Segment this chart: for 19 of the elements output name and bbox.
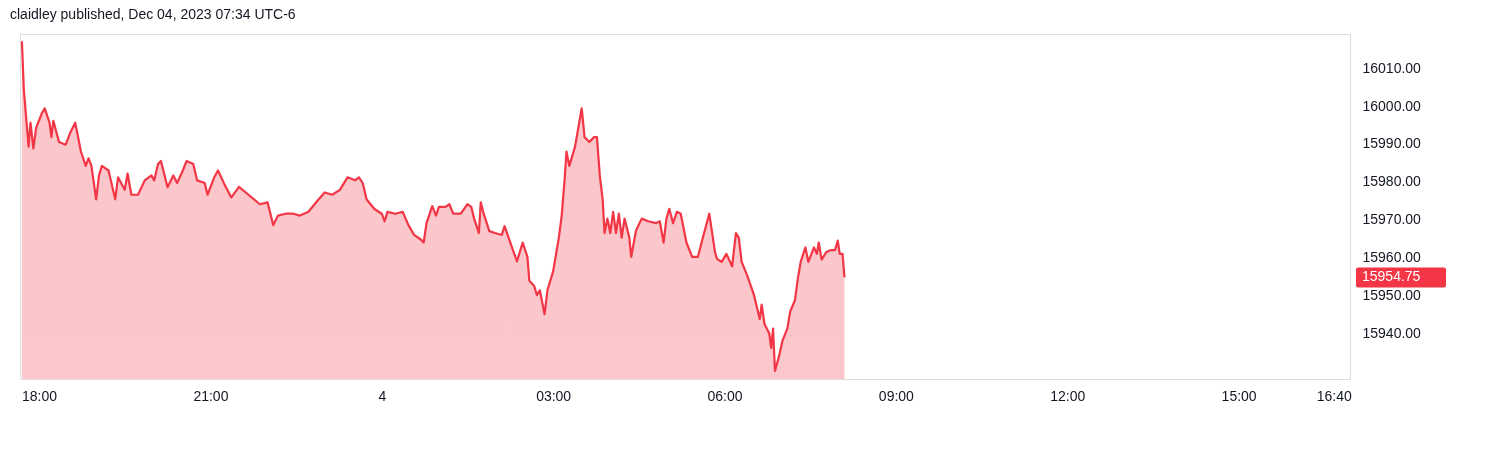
x-tick-label: 21:00 [193,387,229,404]
x-tick-label: 12:00 [1050,387,1086,404]
y-tick-label: 15990.00 [1362,135,1422,152]
y-tick-label: 15970.00 [1362,211,1422,228]
y-tick-label: 15960.00 [1362,249,1422,266]
y-tick-label: 15980.00 [1362,173,1422,190]
y-tick-label: 15940.00 [1362,325,1422,342]
y-tick-label: 15950.00 [1362,287,1422,304]
x-tick-label: 4 [378,387,387,404]
y-tick-label: 16000.00 [1362,97,1422,114]
x-tick-label: 06:00 [707,387,743,404]
chart-title: claidley published, Dec 04, 2023 07:34 UTC-6 [10,6,296,22]
x-tick-label: 18:00 [22,387,58,404]
x-tick-label: 16:40 [1316,387,1353,404]
x-tick-label: 09:00 [878,387,915,404]
x-tick-label: 15:00 [1221,387,1257,404]
y-tick-label: 16010.00 [1362,59,1422,76]
text: 15954.75 [1362,268,1421,285]
x-tick-label: 03:00 [536,387,572,404]
